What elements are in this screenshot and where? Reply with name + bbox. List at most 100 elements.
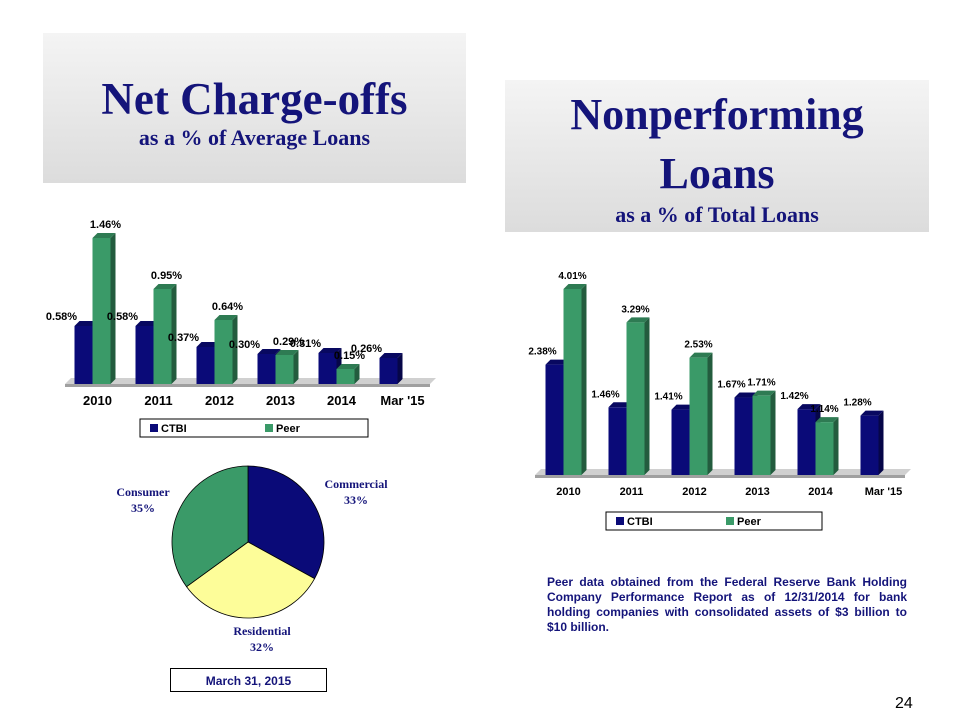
data-label-peer-3: 1.71% — [747, 378, 775, 389]
pie-slice-commercial — [247, 465, 325, 580]
x-tick-label-4: 2014 — [808, 486, 833, 498]
bar-peer-0-side — [581, 284, 587, 475]
bar-peer-3 — [752, 395, 771, 475]
bar-ctbi-5-top — [860, 410, 884, 416]
chart-floor-edge — [65, 384, 430, 387]
bar-ctbi-4-top — [318, 348, 342, 353]
bar-peer-3-top — [275, 350, 299, 355]
bar-peer-1-top — [153, 284, 177, 289]
bar-ctbi-3 — [734, 397, 753, 475]
bar-ctbi-5-side — [397, 353, 403, 384]
loan-mix-pie: Commercial 33% Residential 32% Consumer 35% — [116, 465, 388, 654]
bar-peer-0 — [563, 289, 582, 475]
chart-floor — [535, 469, 911, 475]
np-title-line1: Nonperforming — [570, 90, 864, 139]
bar-chart-2: 2.38% 4.01% 2010 1.46% 3.29% 2011 1.41% 2.53% 20… — [528, 271, 911, 531]
bar-ctbi-5-top — [379, 353, 403, 358]
bar-peer-3 — [275, 355, 294, 384]
bar-peer-0-top — [563, 284, 587, 289]
bar-peer-2-top — [689, 352, 713, 358]
legend-swatch-ctbi — [150, 424, 158, 432]
data-label-ctbi-0: 2.38% — [528, 347, 556, 358]
nco-subtitle: as a % of Average Loans — [138, 125, 371, 150]
bar-peer-2-top — [214, 315, 238, 320]
x-tick-label-1: 2011 — [144, 393, 172, 408]
bar-peer-1 — [153, 289, 172, 384]
chart-floor-edge — [535, 475, 905, 478]
bar-ctbi-5 — [379, 358, 398, 384]
chart-legend-1: CTBI Peer — [139, 418, 369, 438]
bar-peer-4 — [815, 422, 834, 475]
x-tick-label-3: 2013 — [745, 486, 769, 498]
bar-peer-1-side — [171, 284, 177, 384]
data-label-peer-2: 0.64% — [212, 301, 243, 313]
bar-peer-2-side — [232, 315, 238, 384]
data-label-peer-0: 4.01% — [558, 271, 586, 282]
bar-peer-0-side — [110, 233, 116, 384]
nco-title-box: Net Charge-offs as a % of Average Loans — [43, 33, 466, 183]
bar-ctbi-3-top — [734, 392, 758, 398]
bar-peer-1 — [626, 322, 645, 475]
bar-peer-0-top — [92, 233, 116, 238]
data-label-peer-3: 0.29% — [273, 336, 304, 348]
data-label-peer-0: 1.46% — [90, 219, 121, 231]
bar-peer-2 — [214, 320, 233, 384]
pie-value-commercial: 33% — [344, 493, 368, 507]
bar-peer-4-side — [354, 364, 360, 384]
bar-peer-4-top — [815, 417, 839, 423]
bar-ctbi-5 — [860, 415, 879, 475]
legend-label-peer: Peer — [737, 516, 762, 528]
legend-box — [605, 511, 823, 531]
bar-ctbi-1 — [135, 326, 154, 384]
data-label-peer-4: 1.14% — [810, 404, 838, 415]
pie-value-residential: 32% — [250, 640, 274, 654]
chart-legend-2: CTBI Peer — [605, 511, 823, 531]
nco-title: Net Charge-offs — [101, 74, 408, 124]
bar-peer-3-side — [293, 350, 299, 384]
data-label-ctbi-5: 0.26% — [351, 343, 382, 355]
pie-slice-consumer — [171, 465, 249, 588]
legend-swatch-ctbi — [616, 517, 624, 525]
legend-swatch-peer — [265, 424, 273, 432]
bar-ctbi-1-top — [608, 402, 632, 408]
bar-peer-1-top — [626, 317, 650, 323]
bar-ctbi-2 — [196, 347, 215, 384]
legend-swatch-peer — [726, 517, 734, 525]
data-label-ctbi-1: 1.46% — [591, 389, 619, 400]
bar-ctbi-2-top — [671, 404, 695, 410]
bar-peer-4-top — [336, 364, 360, 369]
bar-ctbi-3-top — [257, 349, 281, 354]
x-tick-label-5: Mar '15 — [865, 486, 902, 498]
data-label-ctbi-3: 0.30% — [229, 339, 260, 351]
data-label-peer-4: 0.15% — [334, 350, 365, 362]
data-label-ctbi-0: 0.58% — [46, 311, 77, 323]
legend-label-peer: Peer — [276, 423, 301, 435]
legend-box — [139, 418, 369, 438]
peer-footnote: Peer data obtained from the Federal Rese… — [547, 575, 907, 634]
pie-date-caption: March 31, 2015 — [170, 668, 327, 692]
pie-label-residential: Residential — [233, 624, 291, 638]
bar-ctbi-5-side — [878, 410, 884, 475]
bar-peer-2-side — [707, 352, 713, 475]
bar-peer-3-top — [752, 390, 776, 396]
pie-label-commercial: Commercial — [324, 477, 388, 491]
bar-ctbi-0-top — [74, 321, 98, 326]
bar-ctbi-1 — [608, 407, 627, 475]
data-label-peer-1: 3.29% — [621, 304, 649, 315]
data-label-peer-1: 0.95% — [151, 270, 182, 282]
bar-ctbi-0-top — [545, 359, 569, 365]
bar-peer-4-side — [833, 417, 839, 475]
bar-peer-0 — [92, 238, 111, 384]
data-label-ctbi-2: 1.41% — [654, 392, 682, 403]
bar-peer-3-side — [770, 390, 776, 475]
bar-ctbi-0 — [74, 326, 93, 384]
bar-ctbi-0 — [545, 364, 564, 475]
legend-label-ctbi: CTBI — [627, 516, 653, 528]
data-label-ctbi-3: 1.67% — [717, 380, 745, 391]
x-tick-label-5: Mar '15 — [380, 393, 424, 408]
pie-slice-residential — [185, 541, 316, 619]
x-tick-label-1: 2011 — [620, 486, 644, 498]
bar-ctbi-4 — [797, 409, 816, 475]
bar-ctbi-3 — [257, 354, 276, 384]
